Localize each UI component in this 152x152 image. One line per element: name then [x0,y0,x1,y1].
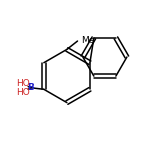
Text: B: B [27,83,34,92]
Text: HO: HO [16,79,29,88]
Text: HO: HO [16,88,29,97]
Text: Me: Me [81,36,95,45]
